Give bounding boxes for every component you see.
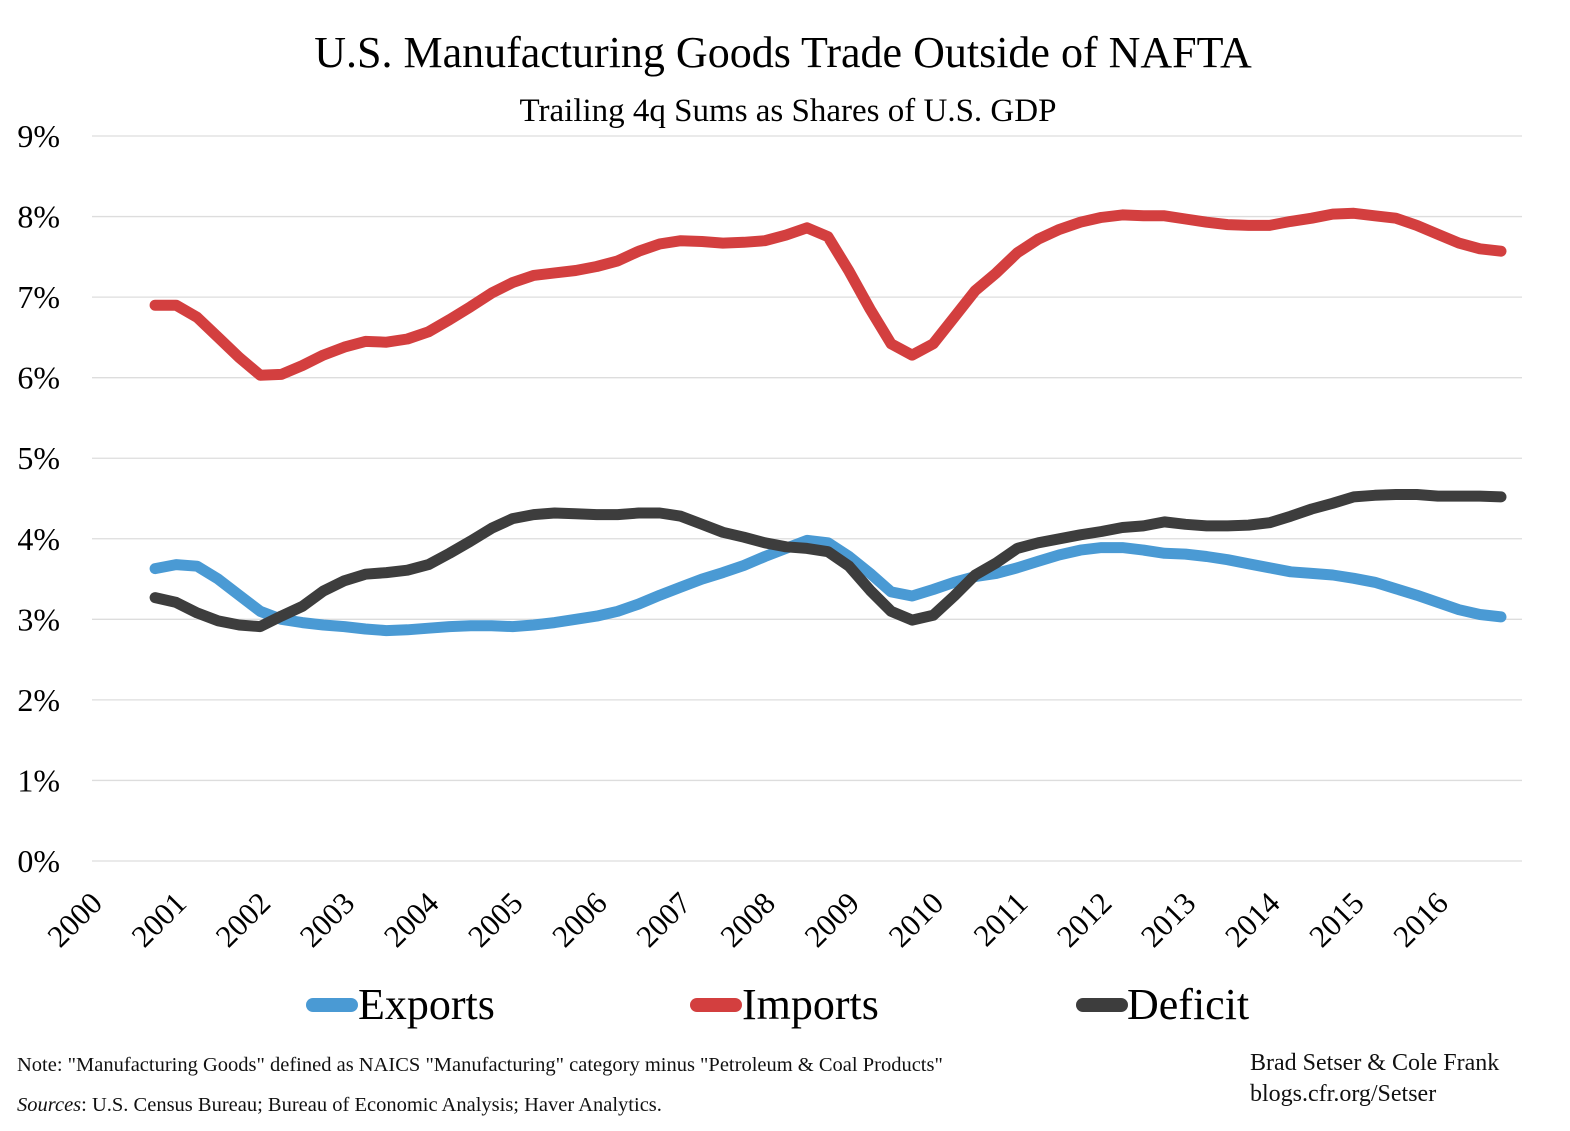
deficit-series-line (149, 489, 1507, 633)
chart-sources: Sources: U.S. Census Bureau; Bureau of E… (17, 1094, 662, 1117)
y-axis-tick-labels: 0% 1% 2% 3% 4% 5% 6% 7% 8% 9% (17, 118, 60, 879)
author-names: Brad Setser & Cole Frank (1250, 1050, 1500, 1076)
x-tick-label: 2012 (1050, 885, 1119, 954)
chart-note: Note: "Manufacturing Goods" defined as N… (17, 1054, 943, 1076)
deficit-legend-label: Deficit (1127, 980, 1249, 1029)
series-lines (149, 207, 1507, 637)
gridlines (92, 135, 1522, 862)
y-tick-label: 6% (17, 360, 60, 396)
imports-series-line (149, 207, 1507, 381)
x-tick-label: 2000 (40, 885, 109, 954)
y-tick-label: 3% (17, 601, 60, 637)
x-tick-label: 2011 (966, 885, 1034, 953)
y-tick-label: 0% (17, 843, 60, 879)
y-tick-label: 1% (17, 762, 60, 798)
x-tick-label: 2003 (293, 885, 362, 954)
sources-label: Sources (17, 1094, 82, 1116)
y-tick-label: 9% (17, 118, 60, 154)
exports-legend-label: Exports (358, 980, 495, 1029)
x-tick-label: 2013 (1134, 885, 1203, 954)
y-tick-label: 5% (17, 440, 60, 476)
imports-legend-label: Imports (742, 980, 879, 1029)
author-credit: Brad Setser & Cole Frank blogs.cfr.org/S… (1250, 1048, 1499, 1110)
y-tick-label: 4% (17, 521, 60, 557)
y-tick-label: 8% (17, 199, 60, 235)
x-tick-label: 2016 (1386, 885, 1455, 954)
y-tick-label: 7% (17, 279, 60, 315)
x-tick-label: 2008 (713, 885, 782, 954)
x-tick-label: 2005 (461, 885, 530, 954)
exports-series-line (149, 534, 1507, 637)
x-tick-label: 2009 (797, 885, 866, 954)
sources-text: : U.S. Census Bureau; Bureau of Economic… (81, 1094, 662, 1116)
legend: Exports Imports Deficit (306, 980, 1249, 1029)
x-tick-label: 2007 (629, 885, 698, 954)
chart-title: U.S. Manufacturing Goods Trade Outside o… (314, 28, 1252, 77)
x-tick-label: 2015 (1302, 885, 1371, 954)
y-tick-label: 2% (17, 682, 60, 718)
x-tick-label: 2004 (377, 885, 446, 954)
x-tick-label: 2001 (124, 885, 193, 954)
x-tick-label: 2006 (545, 885, 614, 954)
x-tick-label: 2010 (882, 885, 951, 954)
author-site: blogs.cfr.org/Setser (1250, 1081, 1437, 1107)
chart-subtitle: Trailing 4q Sums as Shares of U.S. GDP (520, 93, 1057, 129)
x-tick-label: 2002 (209, 885, 278, 954)
x-tick-label: 2014 (1218, 885, 1287, 954)
x-axis-tick-labels: 2000 2001 2002 2003 2004 2005 2006 2007 2008 2009… (40, 885, 1454, 954)
